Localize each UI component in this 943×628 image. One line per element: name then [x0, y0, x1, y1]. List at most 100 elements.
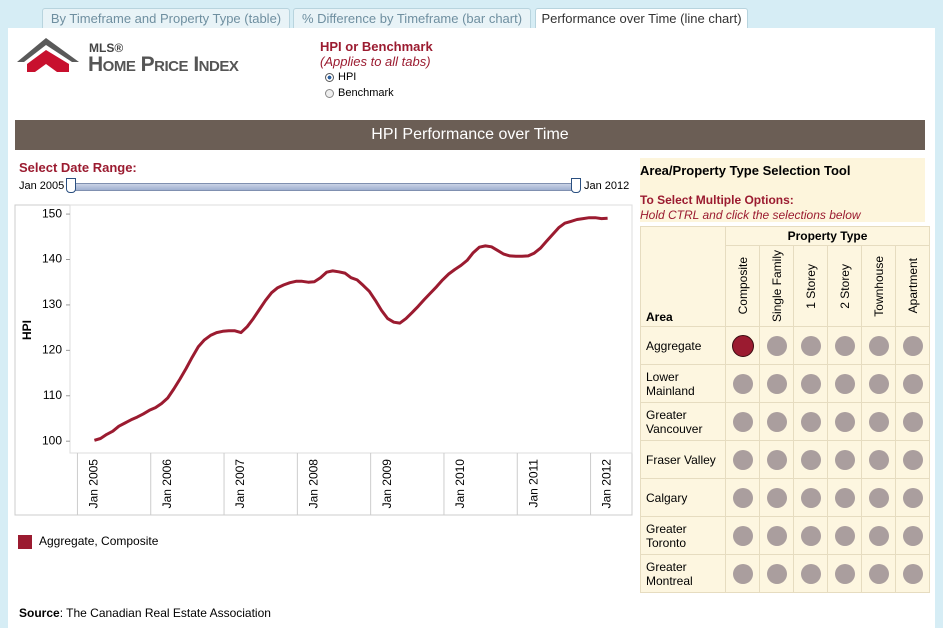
select-dot[interactable]	[766, 335, 787, 356]
select-dot[interactable]	[731, 334, 754, 357]
tab[interactable]: % Difference by Timeframe (bar chart)	[293, 8, 531, 28]
header-row: Composite Single Family 1 Storey 2 Storey To…	[641, 245, 930, 327]
area-row: Fraser Valley	[640, 440, 930, 479]
radio-button[interactable]	[325, 88, 334, 98]
select-dot[interactable]	[766, 525, 787, 546]
type-label: 2 Storey	[837, 263, 852, 309]
select-dot[interactable]	[902, 525, 923, 546]
select-dot[interactable]	[766, 411, 787, 432]
select-cell	[759, 326, 794, 365]
select-dot[interactable]	[800, 487, 821, 508]
select-cell	[861, 402, 896, 441]
select-dot[interactable]	[902, 487, 923, 508]
radio-button[interactable]	[325, 72, 334, 82]
select-dot[interactable]	[834, 563, 855, 584]
select-cell	[793, 554, 828, 593]
select-dot[interactable]	[902, 449, 923, 470]
logo-name: Home Price Index	[88, 53, 239, 76]
type-cell: 2 Storey	[827, 245, 862, 327]
radio-option[interactable]: Benchmark	[325, 85, 394, 101]
type-cell: Townhouse	[861, 245, 896, 327]
area-label: Aggregate	[640, 326, 726, 365]
select-dot[interactable]	[834, 487, 855, 508]
select-dot[interactable]	[732, 411, 753, 432]
select-dot[interactable]	[834, 411, 855, 432]
type-cell: Single Family	[759, 245, 794, 327]
date-slider[interactable]	[70, 183, 578, 191]
logo-brand: MLS®	[89, 41, 124, 55]
select-dot[interactable]	[732, 487, 753, 508]
select-cell	[725, 440, 760, 479]
source-label: Source	[19, 606, 60, 620]
select-dot[interactable]	[732, 563, 753, 584]
select-dot[interactable]	[902, 411, 923, 432]
select-dot[interactable]	[868, 335, 889, 356]
radio-option[interactable]: HPI	[325, 69, 394, 85]
select-dot[interactable]	[800, 335, 821, 356]
area-row: Calgary	[640, 478, 930, 517]
area-row: Greater Toronto	[640, 516, 930, 555]
select-dot[interactable]	[834, 449, 855, 470]
type-cell: Composite	[725, 245, 760, 327]
select-dot[interactable]	[800, 525, 821, 546]
select-dot[interactable]	[868, 525, 889, 546]
select-dot[interactable]	[868, 373, 889, 394]
select-cell	[861, 516, 896, 555]
select-cell	[895, 478, 930, 517]
select-cell	[827, 478, 862, 517]
select-dot[interactable]	[834, 373, 855, 394]
select-cell	[759, 364, 794, 403]
select-dot[interactable]	[800, 563, 821, 584]
select-dot[interactable]	[766, 487, 787, 508]
header-row: Area Property Type	[640, 226, 930, 327]
area-label: Calgary	[640, 478, 726, 517]
select-cell	[725, 516, 760, 555]
select-cell	[793, 326, 828, 365]
area-label: Greater Toronto	[640, 516, 726, 555]
choice-note: (Applies to all tabs)	[320, 54, 431, 69]
select-dot[interactable]	[902, 335, 923, 356]
select-dot[interactable]	[902, 373, 923, 394]
select-cell	[725, 402, 760, 441]
select-dot[interactable]	[732, 373, 753, 394]
select-dot[interactable]	[800, 411, 821, 432]
select-cell	[861, 364, 896, 403]
radio-label: Benchmark	[338, 87, 394, 99]
area-label: Lower Mainland	[640, 364, 726, 403]
select-dot[interactable]	[868, 563, 889, 584]
select-dot[interactable]	[732, 449, 753, 470]
slider-handle[interactable]	[66, 178, 76, 193]
select-dot[interactable]	[868, 487, 889, 508]
slider-handle[interactable]	[571, 178, 581, 193]
panel-title: HPI Performance over Time	[15, 120, 925, 150]
select-dot[interactable]	[902, 563, 923, 584]
tab[interactable]: Performance over Time (line chart)	[535, 8, 748, 28]
tab[interactable]: By Timeframe and Property Type (table)	[42, 8, 290, 28]
select-cell	[725, 326, 760, 365]
select-cell	[895, 326, 930, 365]
select-dot[interactable]	[834, 525, 855, 546]
area-header: Area	[640, 226, 726, 327]
type-label: Composite	[735, 257, 750, 315]
area-row: Lower Mainland	[640, 364, 930, 403]
selection-table: Area Property Type Composite Single Family 1…	[640, 226, 930, 593]
date-range-start: Jan 2005	[19, 180, 65, 192]
select-dot[interactable]	[868, 449, 889, 470]
select-dot[interactable]	[800, 373, 821, 394]
select-cell	[861, 554, 896, 593]
select-dot[interactable]	[766, 449, 787, 470]
select-dot[interactable]	[868, 411, 889, 432]
select-cell	[861, 478, 896, 517]
select-dot[interactable]	[766, 373, 787, 394]
select-dot[interactable]	[800, 449, 821, 470]
select-cell	[759, 440, 794, 479]
type-label: 1 Storey	[803, 263, 818, 309]
select-cell	[793, 364, 828, 403]
select-dot[interactable]	[732, 525, 753, 546]
select-dot[interactable]	[766, 563, 787, 584]
date-range-label: Select Date Range:	[19, 160, 137, 175]
area-row: Greater Vancouver	[640, 402, 930, 441]
choice-title: HPI or Benchmark	[320, 39, 433, 54]
type-label: Townhouse	[871, 255, 886, 317]
select-dot[interactable]	[834, 335, 855, 356]
